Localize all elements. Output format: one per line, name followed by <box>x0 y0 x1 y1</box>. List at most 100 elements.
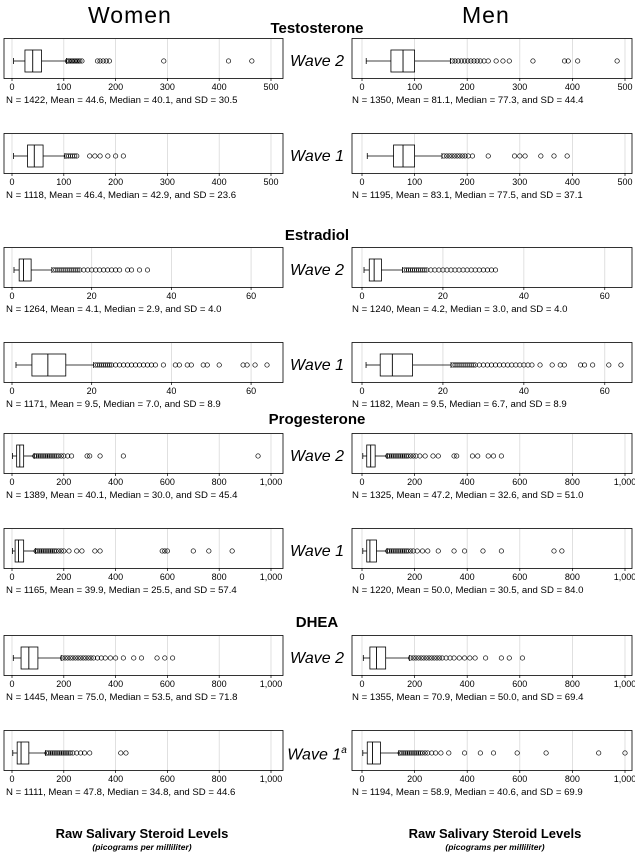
outlier-point <box>120 453 126 459</box>
outlier-point <box>87 750 93 756</box>
outlier-point <box>500 58 506 64</box>
outlier-point <box>449 153 455 159</box>
outlier-point <box>490 453 497 459</box>
footer-left-title: Raw Salivary Steroid Levels <box>55 826 229 841</box>
tick-label: 200 <box>460 82 475 92</box>
outlier-point <box>67 267 73 273</box>
outlier-point <box>105 153 111 159</box>
outlier-point <box>136 362 143 368</box>
outlier-point <box>57 267 63 273</box>
outlier-point <box>131 655 137 661</box>
tick-label: 400 <box>460 477 475 487</box>
wave-label: Wave 1 <box>290 357 344 374</box>
outlier-point <box>414 750 420 756</box>
tick-label: 0 <box>9 572 14 582</box>
tick-label: 200 <box>407 572 422 582</box>
tick-label: 300 <box>512 177 527 187</box>
outlier-point <box>43 453 49 459</box>
outlier-point <box>472 362 478 368</box>
outlier-point <box>399 750 405 756</box>
outlier-point <box>476 362 482 368</box>
outlier-point <box>401 453 407 459</box>
outlier-point <box>429 750 435 756</box>
outlier-point <box>394 453 400 459</box>
tick-label: 0 <box>9 679 14 689</box>
outlier-point <box>61 548 67 554</box>
wave-label: Wave 2 <box>290 262 344 279</box>
iqr-box <box>18 258 32 282</box>
outlier-point <box>101 362 107 368</box>
outlier-point <box>452 362 458 368</box>
outlier-point <box>416 267 422 273</box>
outlier-point <box>184 362 190 368</box>
outlier-point <box>229 548 235 554</box>
tick-label: 800 <box>212 679 227 689</box>
boxplot-women: 0 100 200 300 400 500 <box>3 133 284 187</box>
tick-label: 600 <box>160 774 175 784</box>
footer-right-title: Raw Salivary Steroid Levels <box>408 826 582 841</box>
outlier-point <box>74 58 80 64</box>
tick-label: 0 <box>9 386 14 396</box>
outlier-point <box>509 362 515 368</box>
outlier-point <box>109 362 115 368</box>
outlier-point <box>590 362 596 368</box>
outlier-point <box>123 750 129 756</box>
outlier-point <box>522 153 528 159</box>
outlier-point <box>113 267 119 273</box>
outlier-point <box>406 750 412 756</box>
outlier-point <box>188 362 194 368</box>
outlier-point <box>103 58 109 64</box>
outlier-point <box>438 750 444 756</box>
outlier-point <box>551 153 557 159</box>
outlier-point <box>430 453 436 459</box>
outlier-point <box>514 750 520 756</box>
outlier-point <box>408 453 414 459</box>
outlier-point <box>75 267 81 273</box>
outlier-point <box>468 58 474 64</box>
outlier-point <box>390 548 396 554</box>
outlier-point <box>462 58 468 64</box>
outlier-point <box>575 58 581 64</box>
outlier-point <box>85 267 91 273</box>
tick-label: 600 <box>512 572 527 582</box>
tick-label: 100 <box>56 177 71 187</box>
outlier-point <box>125 267 131 273</box>
outlier-point <box>517 362 523 368</box>
tick-label: 40 <box>519 291 529 301</box>
tick-label: 1,000 <box>260 774 283 784</box>
outlier-point <box>468 362 474 368</box>
outlier-point <box>170 655 176 661</box>
outlier-point <box>451 453 457 459</box>
wave-label: Wave 2 <box>290 448 344 465</box>
outlier-point <box>92 153 98 159</box>
tick-label: 500 <box>263 177 278 187</box>
outlier-point <box>65 453 71 459</box>
outlier-point <box>94 655 101 661</box>
iqr-box <box>368 258 382 282</box>
plot-frame <box>3 635 284 676</box>
outlier-point <box>117 267 123 273</box>
outlier-point <box>55 750 61 756</box>
outlier-point <box>48 453 54 459</box>
outlier-point <box>460 267 466 273</box>
outlier-point <box>84 453 90 459</box>
outlier-point <box>422 267 428 273</box>
plot-frame <box>3 730 284 771</box>
outlier-point <box>529 362 535 368</box>
outlier-point <box>447 655 453 661</box>
outlier-point <box>452 153 458 159</box>
outlier-point <box>44 548 50 554</box>
outlier-point <box>477 750 483 756</box>
outlier-point <box>405 453 411 459</box>
outlier-point <box>138 655 145 661</box>
outlier-point <box>454 362 460 368</box>
outlier-point <box>565 58 571 64</box>
outlier-point <box>622 750 628 756</box>
outlier-point <box>67 750 74 756</box>
outlier-point <box>61 453 67 459</box>
outlier-point <box>426 655 432 661</box>
outlier-point <box>152 362 158 368</box>
outlier-point <box>462 548 468 554</box>
outlier-point <box>225 58 232 64</box>
tick-label: 0 <box>359 477 364 487</box>
